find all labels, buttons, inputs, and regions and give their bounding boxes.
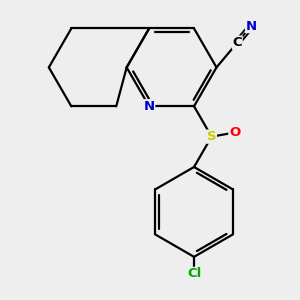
Text: C: C bbox=[232, 36, 242, 49]
Text: N: N bbox=[246, 20, 257, 33]
Text: N: N bbox=[144, 100, 155, 113]
Text: Cl: Cl bbox=[187, 267, 201, 280]
Text: O: O bbox=[229, 126, 240, 139]
Text: S: S bbox=[207, 130, 216, 143]
